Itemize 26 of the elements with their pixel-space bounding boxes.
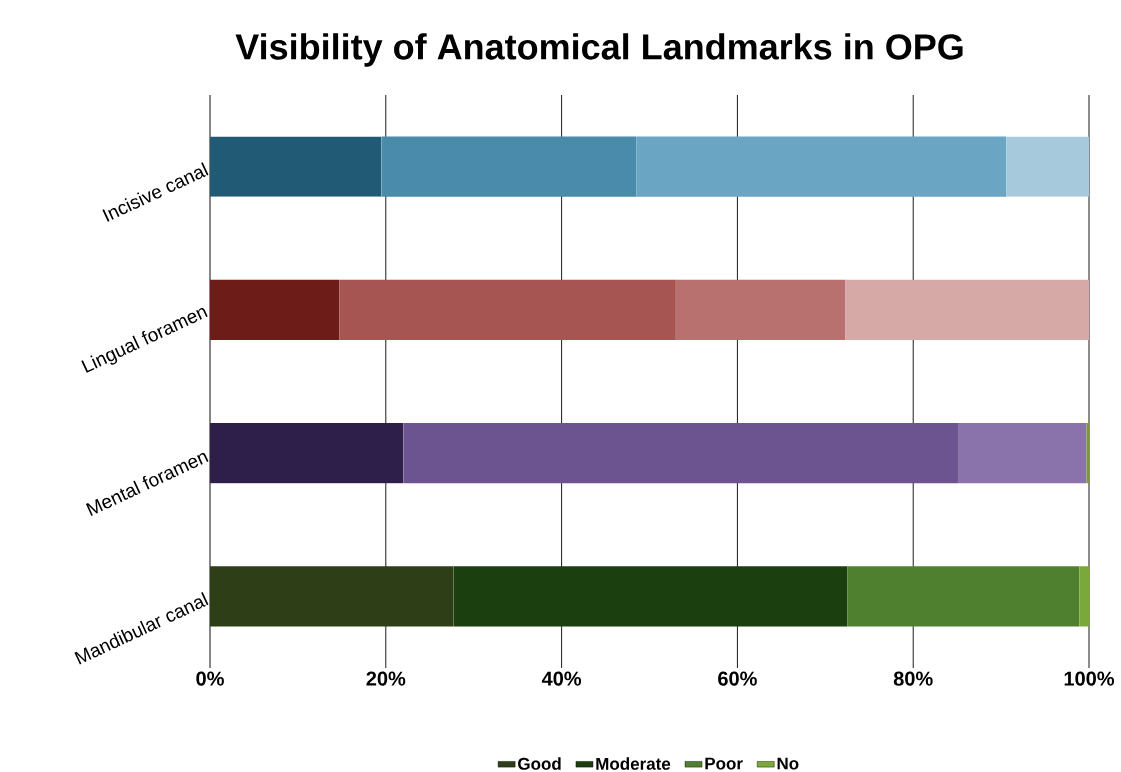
bar [675,279,846,340]
bar [210,279,340,340]
bar [381,136,637,197]
chart-title: Visibility of Anatomical Landmarks in OPG [235,33,963,67]
bar [403,423,959,484]
x-tick-label: 20% [366,671,406,686]
bar [636,136,1007,197]
x-tick-label: 60% [718,671,757,686]
bar [210,423,404,484]
bar [1079,566,1090,627]
legend-label: Good [518,757,561,770]
legend-label: No [777,757,799,770]
x-tick-label: 80% [893,671,933,686]
x-tick-label: 0% [196,671,224,686]
x-tick-label: 100% [1064,671,1115,686]
bar [210,136,382,197]
bar [210,566,454,627]
bar [958,423,1087,484]
bar [453,566,848,627]
bar [339,279,675,340]
bar [847,566,1080,627]
bar [845,279,1090,340]
x-tick-label: 40% [541,671,582,686]
legend-label: Moderate [596,757,671,770]
legend-label: Poor [705,757,743,770]
bar [1006,136,1090,197]
